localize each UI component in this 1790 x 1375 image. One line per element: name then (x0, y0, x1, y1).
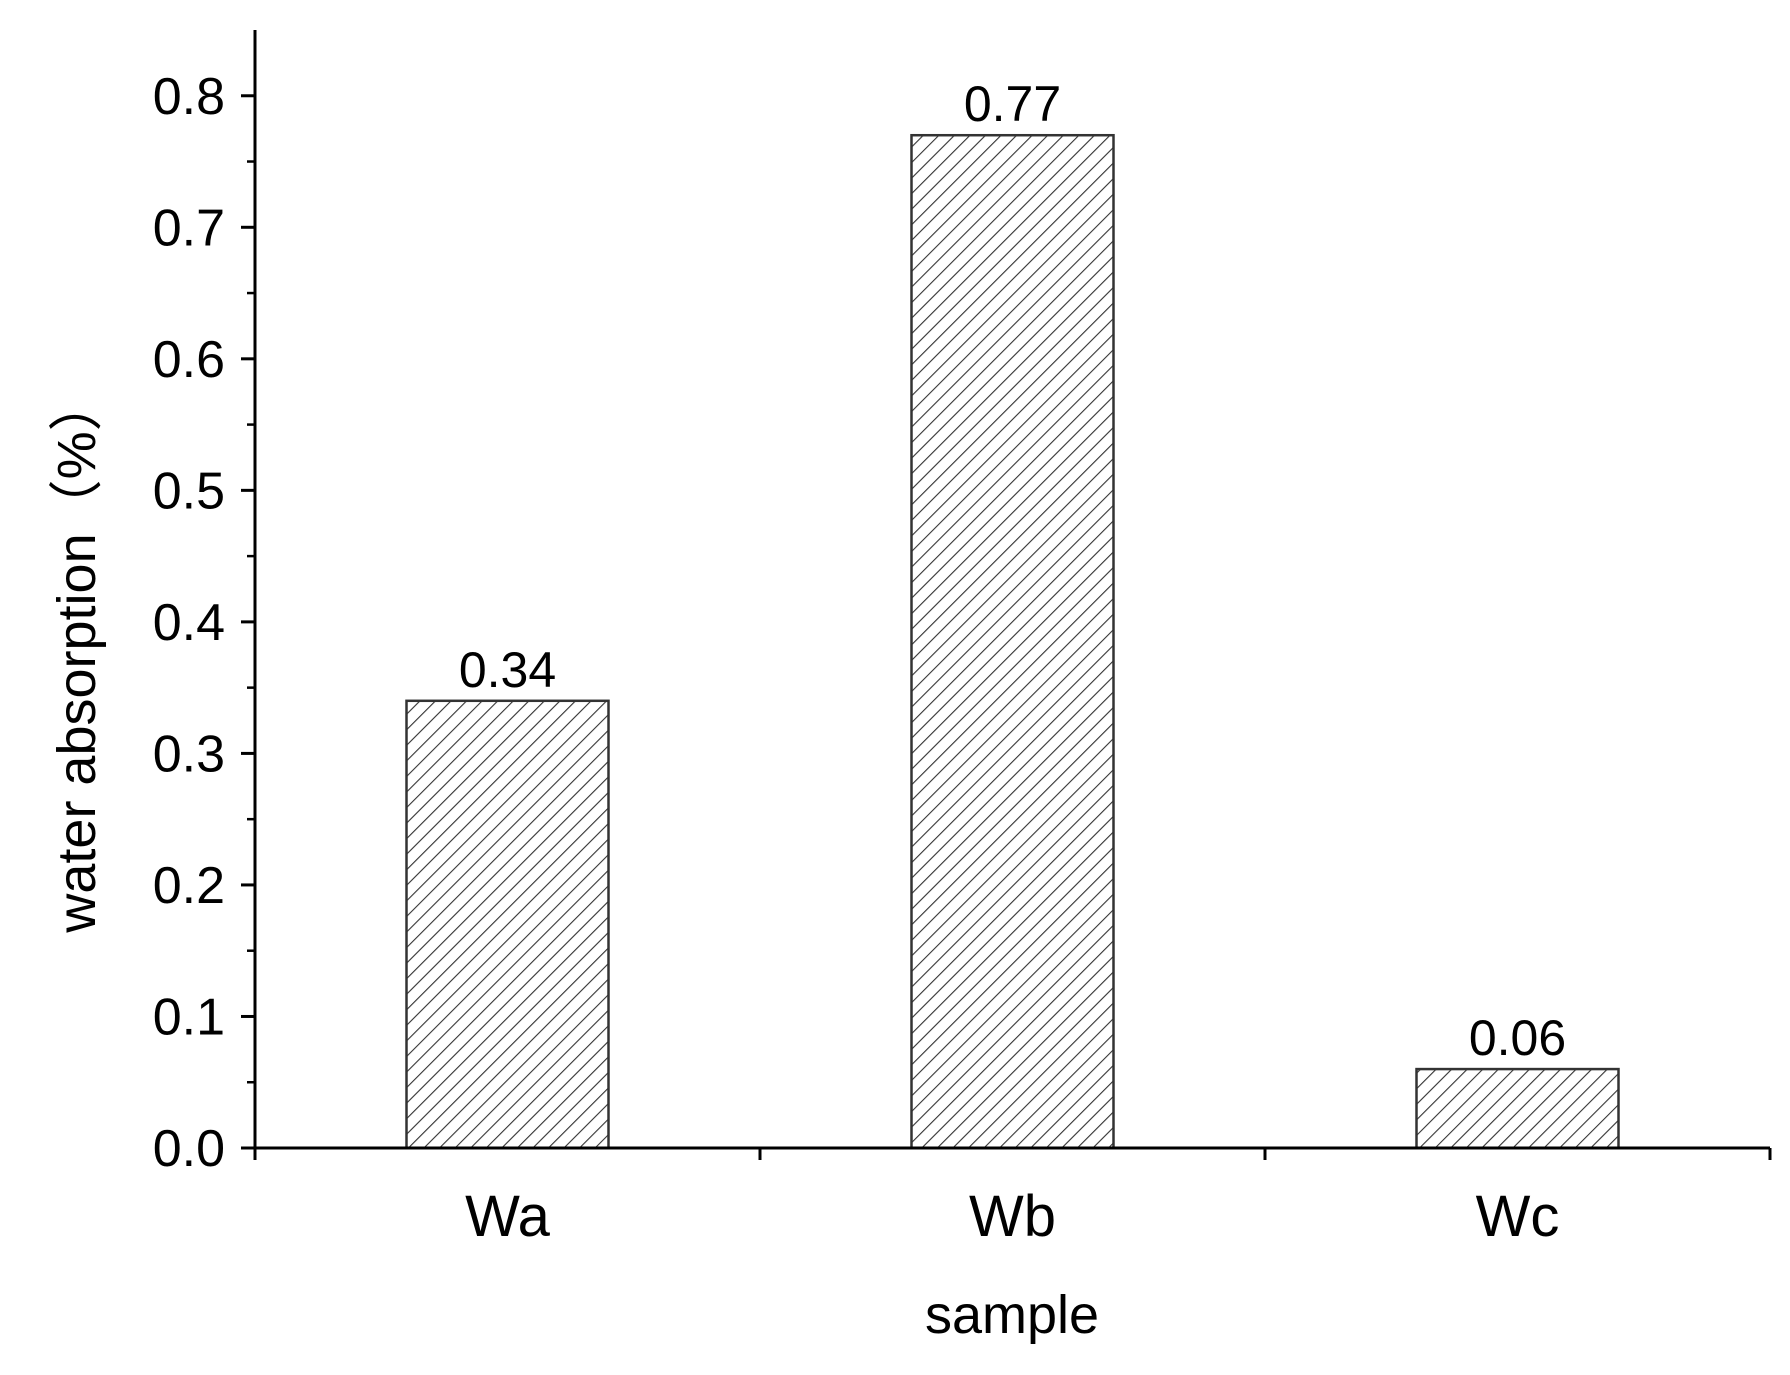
y-tick-label: 0.5 (153, 462, 225, 520)
y-tick-label: 0.3 (153, 725, 225, 783)
y-tick-label: 0.7 (153, 199, 225, 257)
y-ticks-group: 0.0 0.1 0.2 0.3 0.4 0.5 0.6 0.7 0.8 (153, 68, 255, 1178)
bar-value-label: 0.34 (459, 642, 556, 698)
axes-group (253, 30, 1770, 1160)
y-tick-label: 0.2 (153, 857, 225, 915)
bar-value-label: 0.77 (964, 76, 1061, 132)
bar-value-label: 0.06 (1469, 1010, 1566, 1066)
bars-group (405, 133, 1620, 1150)
y-tick-label: 0.6 (153, 331, 225, 389)
y-tick-label: 0.0 (153, 1120, 225, 1178)
y-tick-label: 0.1 (153, 988, 225, 1046)
x-category-label: Wc (1476, 1184, 1560, 1249)
bar-wb (910, 133, 1115, 1150)
value-labels-group: 0.34 0.77 0.06 (459, 76, 1566, 1066)
y-axis-title: water absorption（%） (47, 377, 107, 933)
x-category-label: Wb (969, 1184, 1056, 1249)
x-axis-title: sample (925, 1285, 1099, 1345)
x-category-label: Wa (465, 1184, 551, 1249)
y-tick-label: 0.4 (153, 594, 225, 652)
x-ticks-group: Wa Wb Wc (253, 1148, 1772, 1249)
y-tick-label: 0.8 (153, 68, 225, 126)
bar-wc (1415, 1067, 1620, 1150)
bar-wa (405, 699, 610, 1150)
